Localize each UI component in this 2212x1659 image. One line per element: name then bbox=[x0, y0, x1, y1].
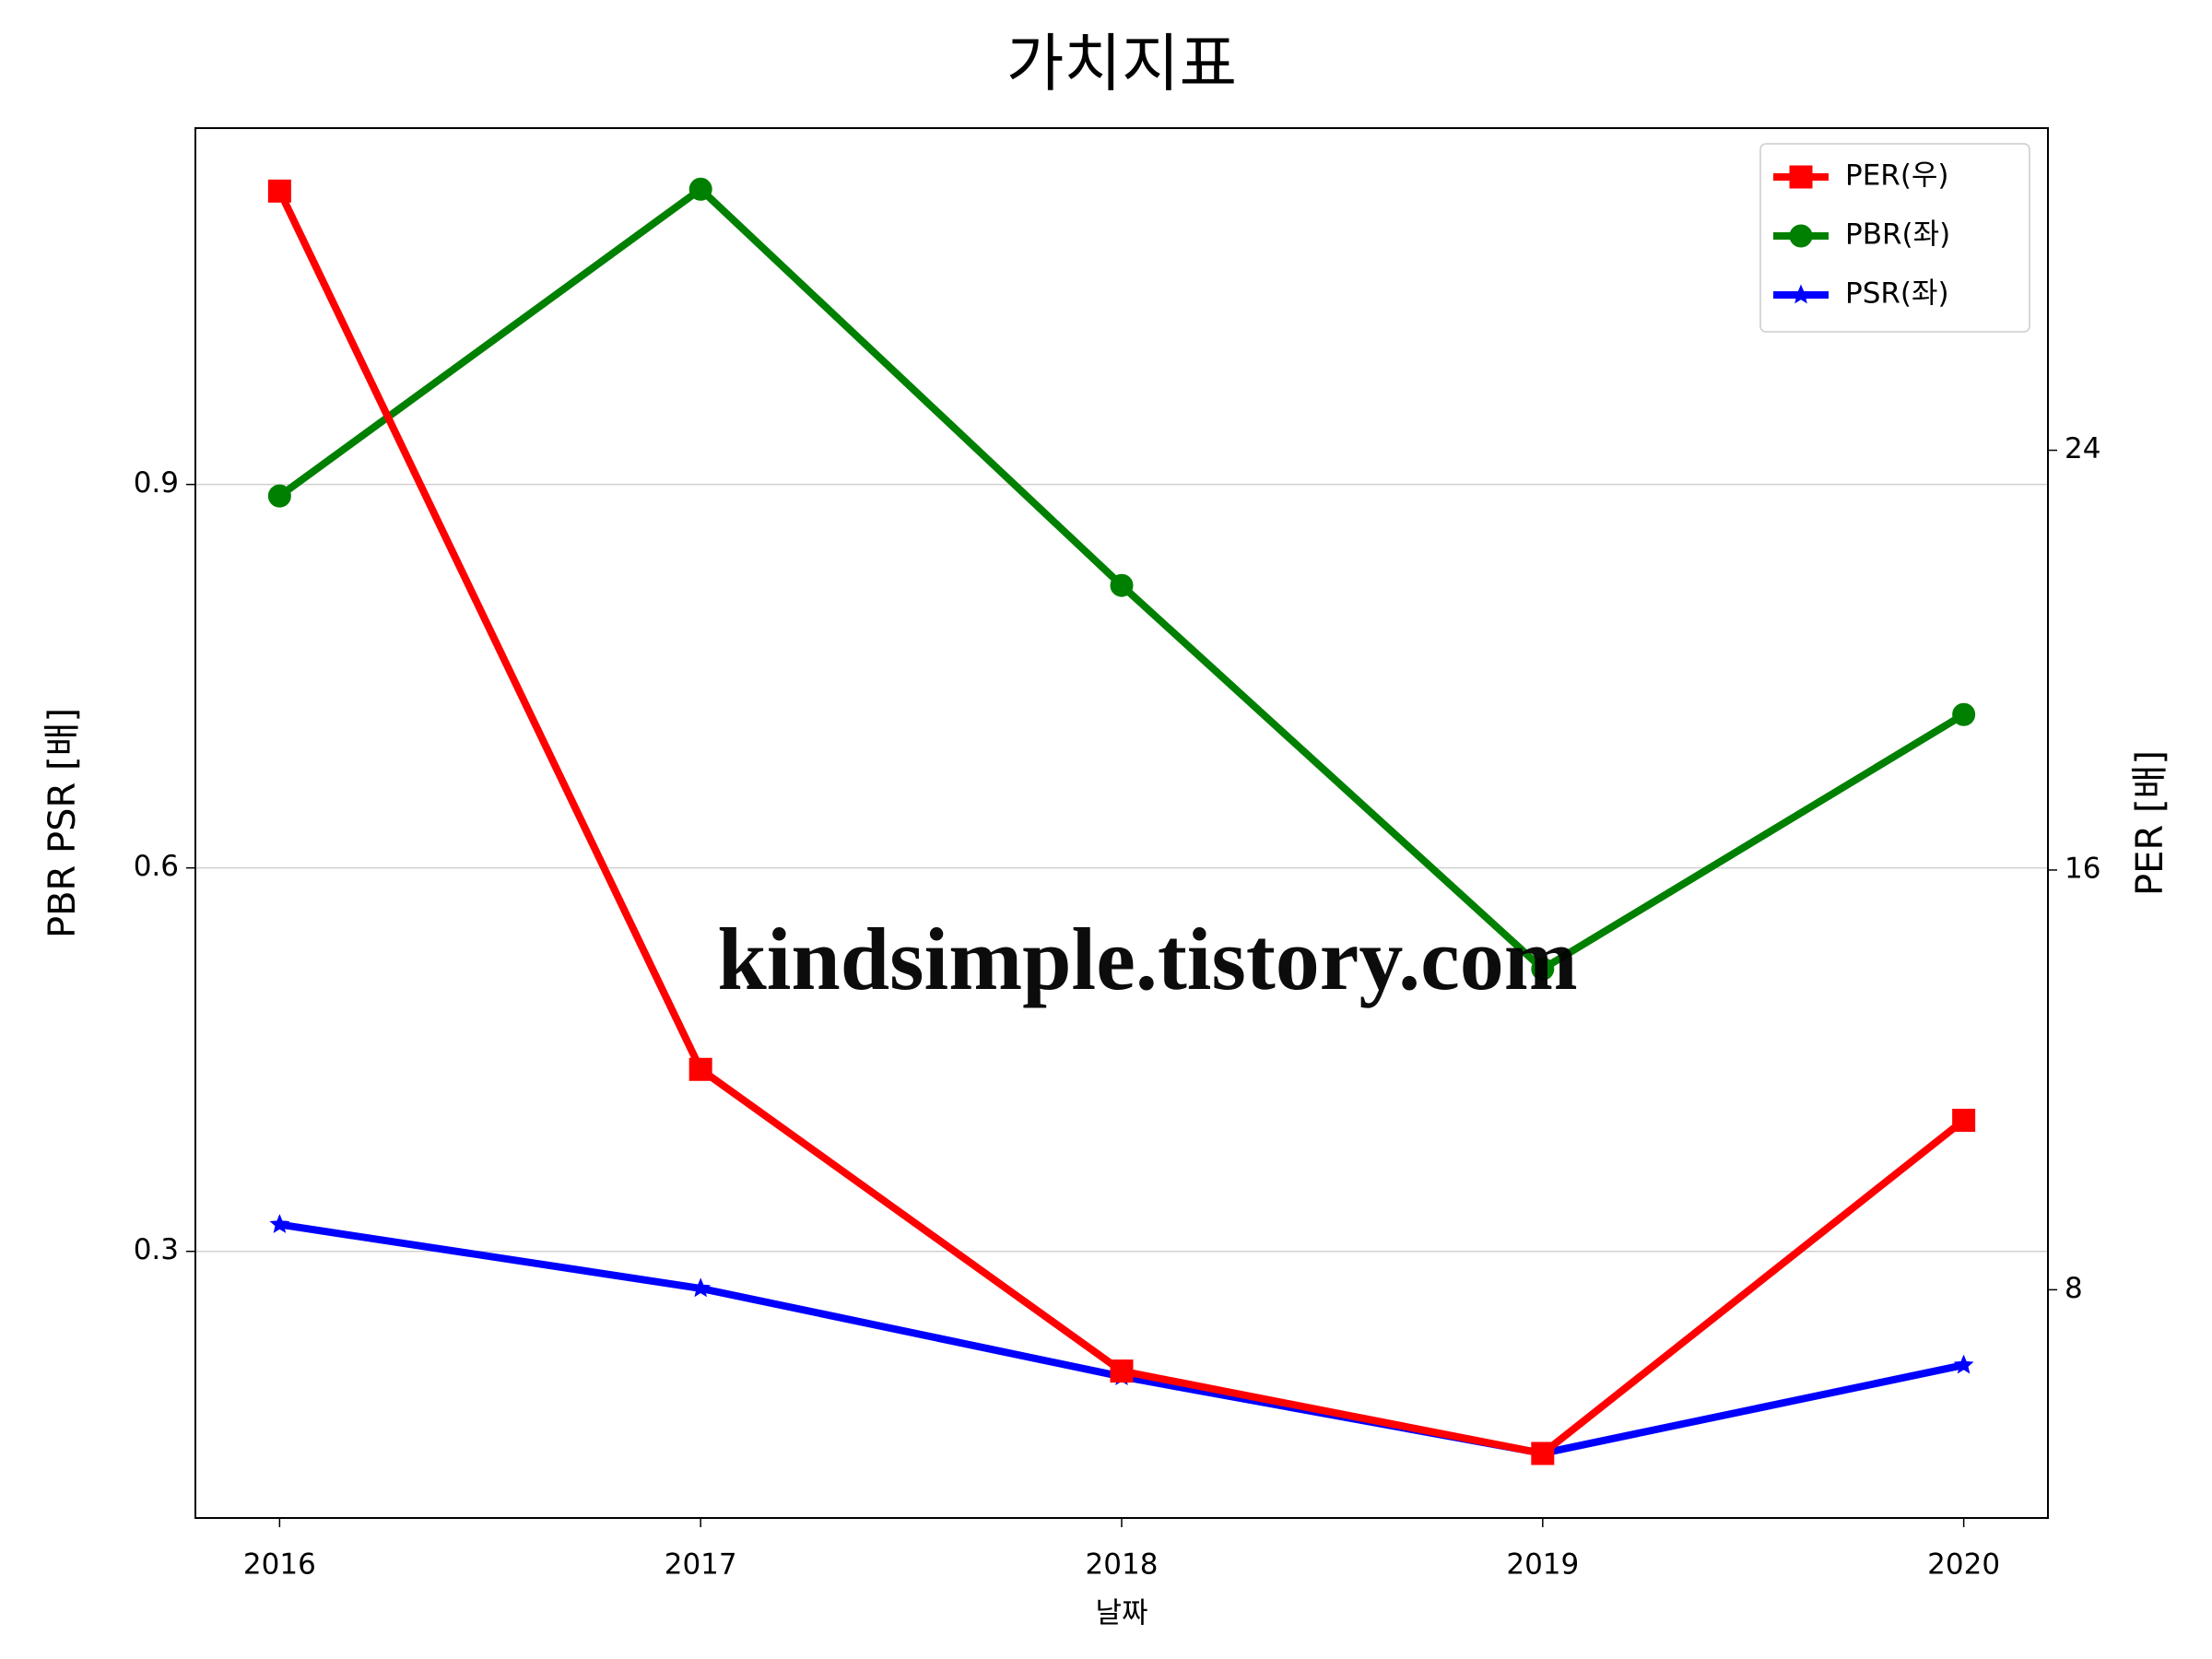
axes-frame bbox=[194, 127, 2049, 1519]
y-tick-label: 0.9 bbox=[134, 466, 179, 500]
y2-axis-label: PER [배] bbox=[2129, 750, 2171, 896]
data-point bbox=[1952, 702, 1976, 726]
data-point bbox=[1110, 573, 1134, 597]
x-tick-label: 2016 bbox=[243, 1548, 316, 1582]
y2-tick-label: 16 bbox=[2065, 852, 2100, 885]
legend-marker bbox=[1791, 284, 1811, 304]
legend-label: PER(우) bbox=[1845, 159, 1949, 193]
watermark: kindsimple.tistory.com bbox=[717, 910, 1577, 1008]
data-point bbox=[1953, 1354, 1974, 1374]
data-point bbox=[1531, 1441, 1555, 1465]
data-point bbox=[1110, 1359, 1134, 1383]
legend-label: PBR(좌) bbox=[1845, 218, 1950, 252]
x-tick-label: 2018 bbox=[1086, 1548, 1159, 1582]
data-point bbox=[688, 1057, 712, 1081]
legend-marker bbox=[1789, 165, 1813, 189]
data-point bbox=[267, 484, 291, 508]
y2-tick-label: 8 bbox=[2065, 1272, 2083, 1305]
y-tick-label: 0.3 bbox=[134, 1233, 179, 1266]
data-point bbox=[267, 179, 291, 203]
y2-tick-label: 24 bbox=[2065, 432, 2100, 465]
y-axis-label: PBR PSR [배] bbox=[41, 708, 84, 938]
legend-marker bbox=[1789, 224, 1813, 248]
legend-box bbox=[1759, 143, 2030, 333]
x-axis-label: 날짜 bbox=[1095, 1597, 1147, 1630]
x-tick-label: 2017 bbox=[665, 1548, 737, 1582]
y-tick-label: 0.6 bbox=[134, 850, 179, 883]
data-point bbox=[1531, 957, 1555, 981]
data-point bbox=[690, 1277, 712, 1298]
x-tick-label: 2019 bbox=[1506, 1548, 1579, 1582]
x-tick-label: 2020 bbox=[1927, 1548, 2000, 1582]
legend-label: PSR(좌) bbox=[1845, 277, 1949, 311]
data-point bbox=[1952, 1108, 1976, 1132]
data-point bbox=[688, 177, 712, 201]
data-point bbox=[269, 1214, 290, 1233]
chart-title: 가치지표 bbox=[1006, 29, 1237, 101]
